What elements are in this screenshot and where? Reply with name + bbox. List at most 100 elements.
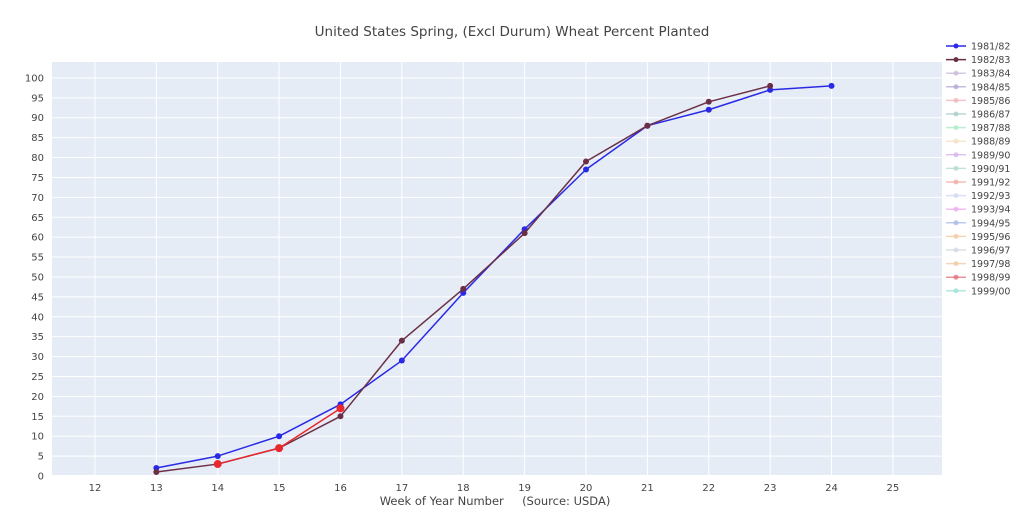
data-point[interactable] bbox=[398, 337, 405, 344]
data-point[interactable] bbox=[276, 433, 283, 440]
legend-item[interactable]: 1994/95 bbox=[946, 218, 1010, 229]
x-tick-label: 12 bbox=[89, 483, 102, 494]
x-axis-label: Week of Year Number (Source: USDA) bbox=[380, 494, 611, 508]
y-tick-label: 60 bbox=[31, 233, 44, 244]
y-tick-label: 50 bbox=[31, 272, 44, 283]
series-layer bbox=[153, 82, 835, 476]
legend-swatch-marker bbox=[953, 57, 959, 63]
data-point[interactable] bbox=[213, 460, 222, 469]
x-tick-label: 16 bbox=[334, 483, 347, 494]
x-tick-label: 22 bbox=[702, 483, 715, 494]
data-point[interactable] bbox=[583, 158, 589, 165]
data-point[interactable] bbox=[705, 106, 712, 113]
legend-item[interactable]: 1993/94 bbox=[946, 205, 1010, 216]
x-tick-label: 15 bbox=[273, 483, 286, 494]
legend-swatch-marker bbox=[953, 261, 959, 267]
legend-label: 1984/85 bbox=[971, 82, 1010, 93]
data-point[interactable] bbox=[153, 469, 160, 476]
legend-item[interactable]: 1984/85 bbox=[946, 82, 1010, 93]
legend-swatch-marker bbox=[953, 43, 959, 49]
legend-swatch-marker bbox=[953, 138, 959, 144]
data-point[interactable] bbox=[337, 413, 344, 420]
legend-item[interactable]: 1988/89 bbox=[946, 137, 1010, 148]
legend-label: 1995/96 bbox=[971, 232, 1010, 243]
y-tick-label: 10 bbox=[31, 432, 44, 443]
legend-swatch-marker bbox=[953, 247, 959, 253]
legend-swatch-marker bbox=[953, 220, 959, 226]
y-tick-label: 70 bbox=[31, 193, 44, 204]
legend-swatch-marker bbox=[953, 125, 959, 131]
x-tick-label: 17 bbox=[395, 483, 408, 494]
legend-item[interactable]: 1986/87 bbox=[946, 110, 1010, 121]
data-point[interactable] bbox=[644, 122, 651, 129]
legend-label: 1994/95 bbox=[971, 218, 1010, 229]
data-point[interactable] bbox=[705, 98, 712, 105]
legend-label: 1987/88 bbox=[971, 123, 1010, 134]
legend-swatch-marker bbox=[953, 288, 959, 294]
legend-swatch-marker bbox=[953, 274, 959, 280]
data-point[interactable] bbox=[460, 285, 467, 292]
legend-item[interactable]: 1997/98 bbox=[946, 259, 1010, 270]
data-point[interactable] bbox=[336, 404, 345, 413]
legend-label: 1999/00 bbox=[971, 286, 1010, 297]
legend-label: 1988/89 bbox=[971, 137, 1010, 148]
data-point[interactable] bbox=[521, 230, 528, 237]
legend-item[interactable]: 1981/82 bbox=[946, 42, 1010, 53]
data-point[interactable] bbox=[828, 82, 835, 89]
legend-item[interactable]: 1985/86 bbox=[946, 96, 1010, 107]
data-point[interactable] bbox=[398, 357, 405, 364]
legend-swatch-marker bbox=[953, 165, 959, 171]
y-tick-label: 40 bbox=[31, 312, 44, 323]
plot-background bbox=[52, 62, 942, 476]
y-axis: 0 5 10 15 20 25 30 35 40 45 50 55 60 65 70 75 80 85 90 95 10… bbox=[25, 73, 44, 482]
legend-item[interactable]: 1995/96 bbox=[946, 232, 1010, 243]
legend-item[interactable]: 1998/99 bbox=[946, 273, 1010, 284]
legend-item[interactable]: 1987/88 bbox=[946, 123, 1010, 134]
legend-swatch-marker bbox=[953, 152, 959, 158]
y-tick-label: 75 bbox=[31, 173, 44, 184]
y-tick-label: 25 bbox=[31, 372, 44, 383]
legend-item[interactable]: 1989/90 bbox=[946, 150, 1010, 161]
x-tick-label: 13 bbox=[150, 483, 163, 494]
x-tick-label: 18 bbox=[457, 483, 470, 494]
x-tick-label: 24 bbox=[825, 483, 838, 494]
chart-title: United States Spring, (Excl Durum) Wheat… bbox=[315, 24, 710, 40]
data-point[interactable] bbox=[767, 82, 774, 89]
legend-item[interactable]: 1991/92 bbox=[946, 178, 1010, 189]
y-tick-label: 5 bbox=[38, 452, 44, 463]
series-line[interactable] bbox=[213, 404, 345, 469]
legend-swatch-marker bbox=[953, 233, 959, 239]
data-point[interactable] bbox=[275, 444, 284, 453]
data-point[interactable] bbox=[214, 453, 221, 460]
legend-swatch-marker bbox=[953, 193, 959, 199]
legend[interactable]: 1981/82 1982/83 1983/84 1984/85 1985/86 1986/… bbox=[946, 42, 1010, 298]
legend-swatch-marker bbox=[953, 84, 959, 90]
y-tick-label: 0 bbox=[38, 472, 44, 483]
legend-label: 1993/94 bbox=[971, 205, 1010, 216]
legend-swatch-marker bbox=[953, 179, 959, 185]
x-tick-label: 20 bbox=[580, 483, 593, 494]
legend-item[interactable]: 1983/84 bbox=[946, 69, 1010, 80]
legend-label: 1981/82 bbox=[971, 42, 1010, 53]
y-tick-label: 15 bbox=[31, 412, 44, 423]
y-tick-label: 55 bbox=[31, 253, 44, 264]
data-point[interactable] bbox=[583, 166, 589, 173]
y-tick-label: 95 bbox=[31, 93, 44, 104]
legend-label: 1986/87 bbox=[971, 110, 1010, 121]
legend-label: 1989/90 bbox=[971, 150, 1010, 161]
y-tick-label: 80 bbox=[31, 153, 44, 164]
legend-item[interactable]: 1982/83 bbox=[946, 55, 1010, 66]
legend-label: 1996/97 bbox=[971, 246, 1010, 257]
x-tick-label: 19 bbox=[518, 483, 531, 494]
y-tick-label: 90 bbox=[31, 113, 44, 124]
y-tick-label: 35 bbox=[31, 332, 44, 343]
legend-item[interactable]: 1992/93 bbox=[946, 191, 1010, 202]
y-tick-label: 30 bbox=[31, 352, 44, 363]
legend-item[interactable]: 1990/91 bbox=[946, 164, 1010, 175]
y-tick-label: 65 bbox=[31, 213, 44, 224]
x-axis: 12 13 14 15 16 17 18 19 20 21 22 23 24 25 bbox=[89, 483, 900, 494]
legend-item[interactable]: 1999/00 bbox=[946, 286, 1010, 297]
legend-item[interactable]: 1996/97 bbox=[946, 246, 1010, 257]
y-tick-label: 20 bbox=[31, 392, 44, 403]
